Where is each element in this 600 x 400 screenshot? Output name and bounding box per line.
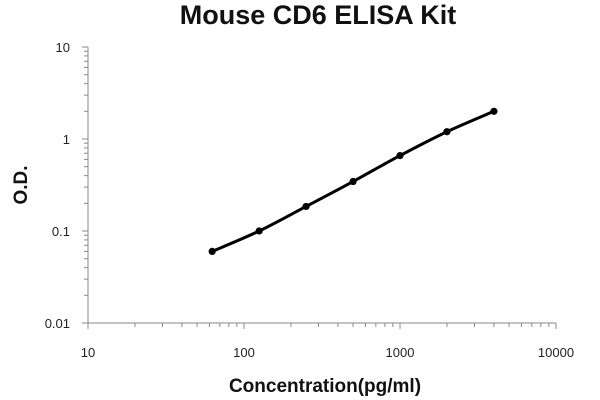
data-point [349, 177, 357, 186]
y-tick-label: 0.1 [52, 224, 70, 239]
data-point [396, 152, 404, 160]
data-point [255, 227, 263, 235]
y-tick-label: 0.01 [45, 316, 70, 331]
y-axis-title: O.D. [11, 165, 32, 204]
x-axis-title: Concentration(pg/ml) [229, 376, 421, 397]
x-tick-label: 10000 [538, 345, 574, 360]
axes [82, 46, 557, 329]
data-point [208, 247, 216, 256]
x-tick-label: 10 [81, 345, 95, 360]
x-tick-label: 100 [233, 345, 255, 360]
y-tick-label: 10 [56, 40, 70, 55]
y-tick-label: 1 [63, 132, 70, 147]
data-point [490, 107, 498, 115]
data-point [302, 202, 310, 211]
tick-labels: 10 100 1000 10000 0.01 0.1 1 10 [45, 40, 574, 360]
x-tick-label: 1000 [386, 345, 415, 360]
chart-title: Mouse CD6 ELISA Kit [180, 0, 457, 30]
series-layer [208, 107, 498, 256]
data-point [443, 128, 451, 136]
